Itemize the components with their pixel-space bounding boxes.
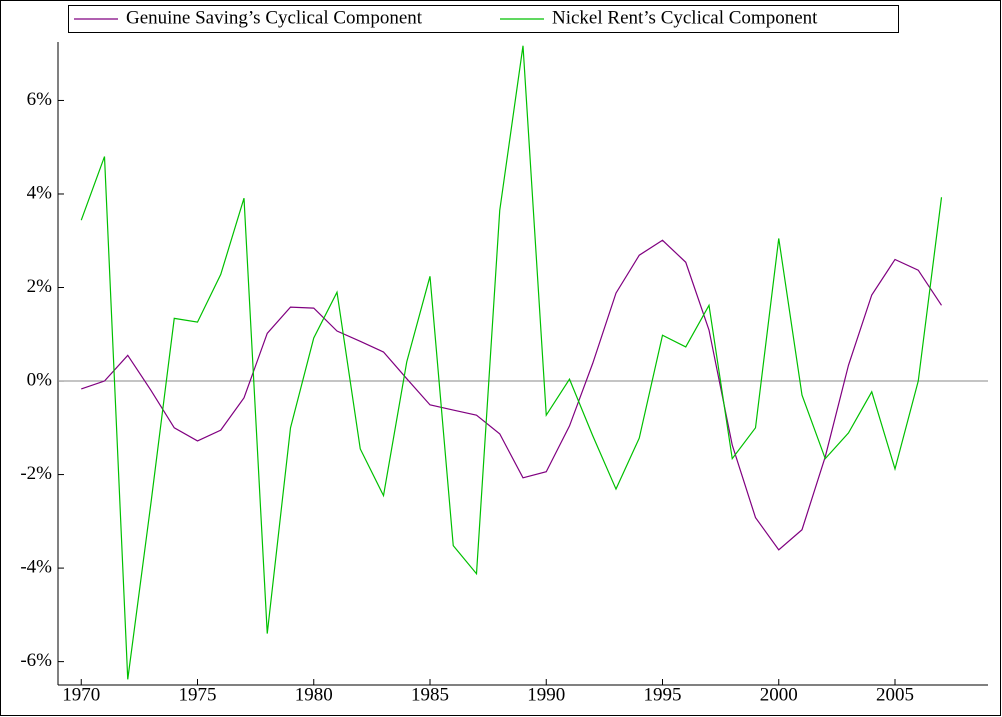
x-tick-label: 1970 bbox=[62, 684, 100, 705]
data-line bbox=[81, 239, 943, 551]
y-tick-label: -2% bbox=[20, 463, 52, 484]
x-tick-label: 1985 bbox=[411, 684, 449, 705]
y-tick-label: -4% bbox=[20, 556, 52, 577]
y-tick-label: -6% bbox=[20, 650, 52, 671]
y-tick-label: 4% bbox=[27, 182, 53, 203]
y-tick-label: 2% bbox=[27, 276, 53, 297]
x-tick-label: 1990 bbox=[527, 684, 565, 705]
y-tick-label: 0% bbox=[27, 369, 53, 390]
x-tick-label: 1980 bbox=[295, 684, 333, 705]
legend-label: Nickel Rent’s Cyclical Component bbox=[552, 7, 818, 28]
x-tick-label: 1995 bbox=[644, 684, 682, 705]
x-tick-label: 1975 bbox=[179, 684, 217, 705]
y-tick-label: 6% bbox=[27, 89, 53, 110]
legend-label: Genuine Saving’s Cyclical Component bbox=[126, 7, 423, 28]
legend bbox=[68, 5, 899, 33]
data-line bbox=[80, 45, 943, 680]
x-tick-label: 2000 bbox=[760, 684, 798, 705]
x-tick-label: 2005 bbox=[876, 684, 914, 705]
